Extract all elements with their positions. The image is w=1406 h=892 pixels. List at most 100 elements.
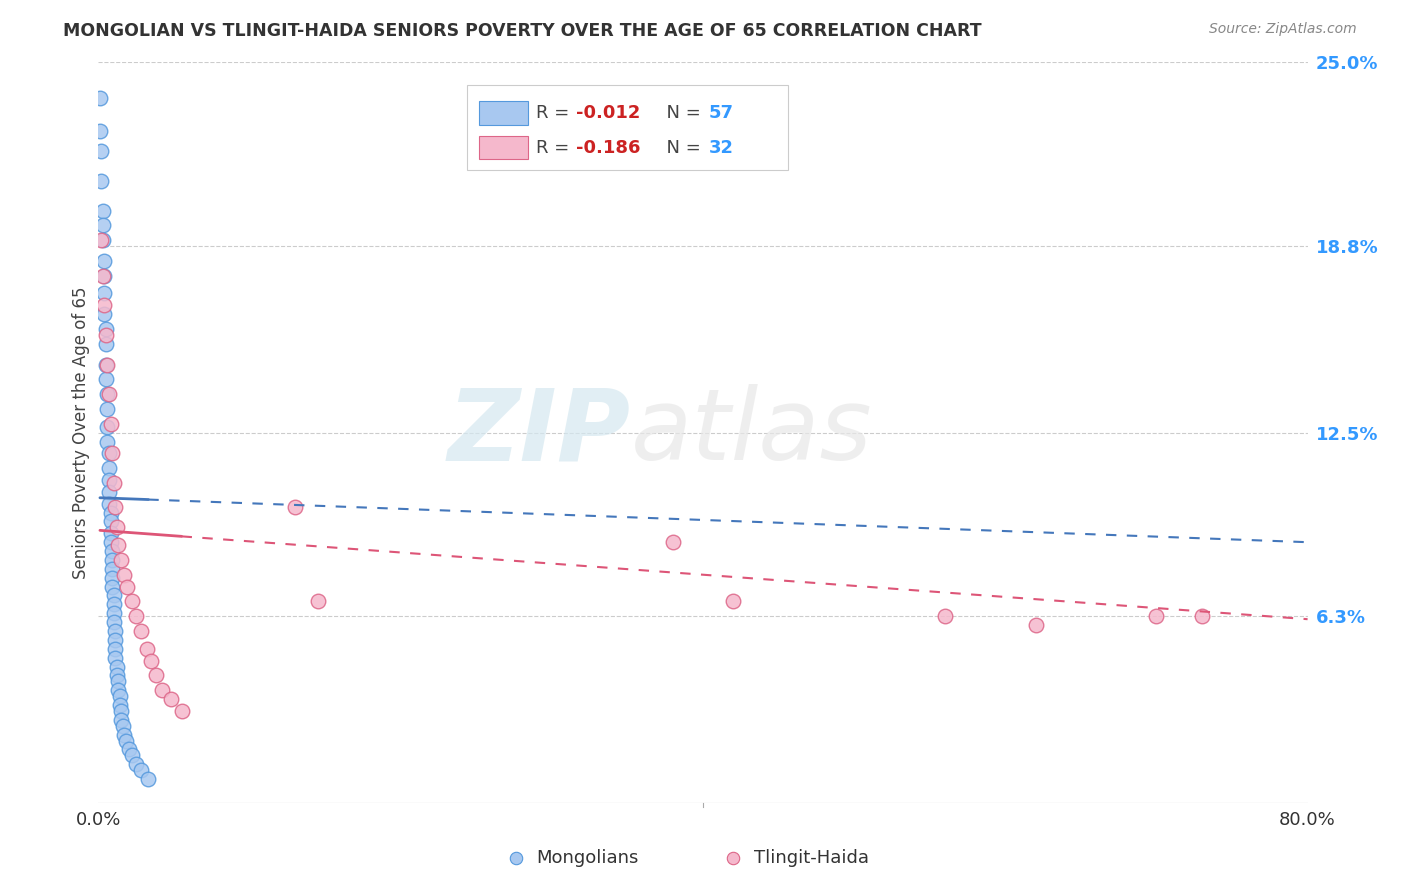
Point <box>101 553 124 567</box>
Point <box>98 497 121 511</box>
Point <box>90 174 112 188</box>
Point <box>107 674 129 689</box>
Point <box>141 654 163 668</box>
Text: 32: 32 <box>709 138 734 157</box>
Point <box>125 757 148 772</box>
Point <box>100 515 122 529</box>
Point <box>94 358 117 372</box>
Point <box>136 772 159 786</box>
Point <box>96 401 118 416</box>
Point <box>101 571 124 585</box>
Point <box>91 203 114 218</box>
Text: N =: N = <box>655 138 706 157</box>
Text: MONGOLIAN VS TLINGIT-HAIDA SENIORS POVERTY OVER THE AGE OF 65 CORRELATION CHART: MONGOLIAN VS TLINGIT-HAIDA SENIORS POVER… <box>63 22 981 40</box>
Y-axis label: Seniors Poverty Over the Age of 65: Seniors Poverty Over the Age of 65 <box>72 286 90 579</box>
Point <box>93 253 115 268</box>
Point <box>307 594 329 608</box>
Point <box>107 683 129 698</box>
Point <box>105 659 128 673</box>
Text: Source: ZipAtlas.com: Source: ZipAtlas.com <box>1209 22 1357 37</box>
Point <box>125 609 148 624</box>
Point <box>110 553 132 567</box>
Point <box>1024 618 1046 632</box>
Point <box>98 461 121 475</box>
Point <box>121 594 143 608</box>
Point <box>170 704 193 718</box>
Text: Mongolians: Mongolians <box>536 849 638 867</box>
Point <box>114 733 136 747</box>
Point <box>105 520 128 534</box>
Point <box>105 668 128 682</box>
Point <box>101 544 124 558</box>
Point <box>661 535 683 549</box>
Point <box>150 683 173 698</box>
Point <box>100 535 122 549</box>
Point <box>93 286 115 301</box>
Point <box>129 763 152 777</box>
Point <box>98 446 121 460</box>
Point <box>103 589 125 603</box>
FancyBboxPatch shape <box>479 136 527 160</box>
Point <box>93 307 115 321</box>
Point <box>108 698 131 712</box>
Point <box>284 500 307 514</box>
FancyBboxPatch shape <box>467 85 787 169</box>
Text: -0.186: -0.186 <box>576 138 641 157</box>
Point <box>104 641 127 656</box>
FancyBboxPatch shape <box>479 101 527 125</box>
Point <box>100 417 122 431</box>
Point <box>1191 609 1213 624</box>
Point <box>98 473 121 487</box>
Point <box>129 624 152 638</box>
Point <box>94 327 117 342</box>
Point <box>96 434 118 449</box>
Point <box>103 615 125 629</box>
Point <box>104 500 127 514</box>
Text: atlas: atlas <box>630 384 872 481</box>
Point <box>112 567 135 582</box>
Point <box>110 704 132 718</box>
Point <box>145 668 167 682</box>
Point <box>121 748 143 763</box>
Point <box>108 689 131 703</box>
Point <box>1144 609 1167 624</box>
Point <box>101 446 124 460</box>
Point <box>96 358 118 372</box>
Point <box>96 419 118 434</box>
Point <box>107 538 129 552</box>
Point <box>98 484 121 499</box>
Point <box>94 336 117 351</box>
Point <box>93 268 115 283</box>
Point <box>112 728 135 742</box>
Point <box>94 322 117 336</box>
Text: R =: R = <box>536 138 575 157</box>
Point <box>96 387 118 401</box>
Point <box>118 742 141 756</box>
Point <box>90 233 112 247</box>
Point <box>103 607 125 621</box>
Point <box>110 713 132 727</box>
Point <box>104 650 127 665</box>
Point <box>103 475 125 490</box>
Point <box>135 641 157 656</box>
Text: ZIP: ZIP <box>447 384 630 481</box>
Text: 57: 57 <box>709 103 734 122</box>
Text: N =: N = <box>655 103 706 122</box>
Point <box>98 387 121 401</box>
Point <box>89 91 111 105</box>
Point <box>723 594 745 608</box>
Point <box>90 145 112 159</box>
Point <box>111 719 134 733</box>
Point <box>100 526 122 541</box>
Point <box>89 123 111 137</box>
Text: Tlingit-Haida: Tlingit-Haida <box>754 849 869 867</box>
Point <box>91 268 114 283</box>
Point <box>103 598 125 612</box>
Point <box>94 372 117 386</box>
Point <box>91 233 114 247</box>
Point <box>101 580 124 594</box>
Point <box>101 562 124 576</box>
Point <box>160 692 183 706</box>
Point <box>100 506 122 520</box>
Point <box>104 632 127 647</box>
